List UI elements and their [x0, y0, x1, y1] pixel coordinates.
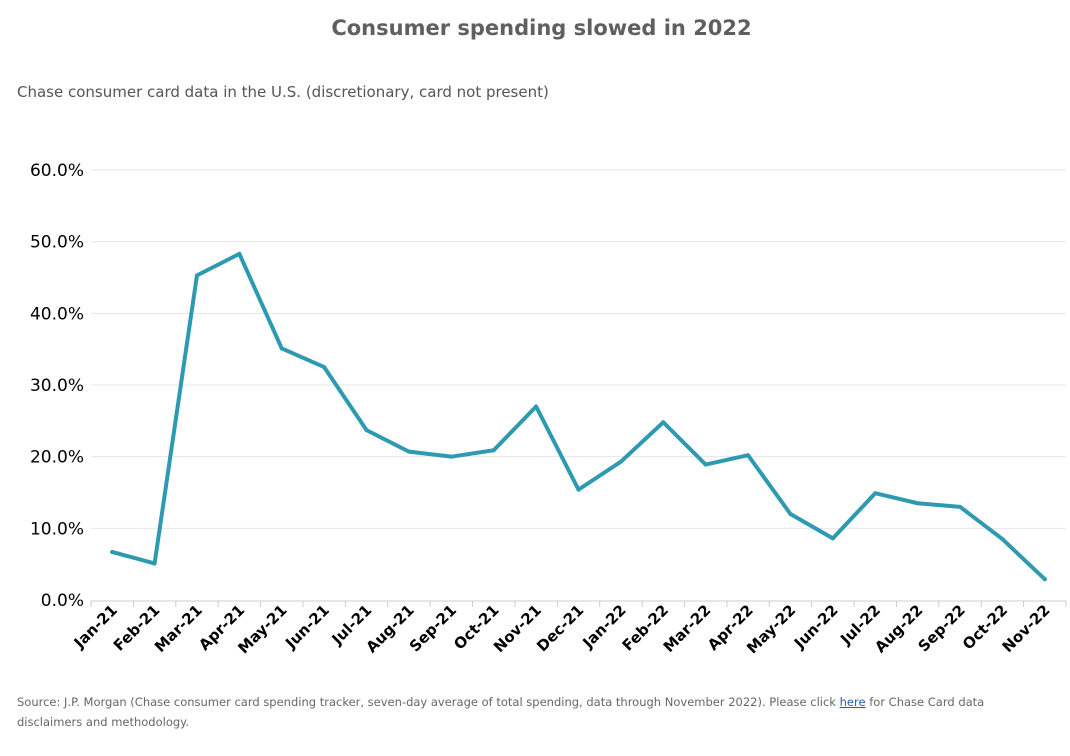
data-point: [194, 273, 199, 278]
chart-subtitle: Chase consumer card data in the U.S. (di…: [17, 83, 549, 101]
data-point: [491, 448, 496, 453]
data-point: [618, 459, 623, 464]
data-point: [279, 346, 284, 351]
data-point: [830, 536, 835, 541]
y-tick-label: 0.0%: [41, 591, 84, 611]
data-point: [152, 561, 157, 566]
data-point: [364, 428, 369, 433]
y-tick-label: 50.0%: [30, 233, 84, 253]
data-point: [406, 449, 411, 454]
data-point: [788, 512, 793, 516]
x-tick-label: Mar-21: [151, 601, 206, 656]
data-point: [703, 462, 708, 467]
data-point: [449, 454, 454, 459]
data-point: [1000, 537, 1005, 542]
data-point: [1042, 577, 1047, 582]
data-point: [110, 549, 115, 554]
x-tick-label: Jun-21: [281, 601, 333, 653]
x-tick-label: Nov-22: [999, 601, 1054, 656]
chart-title: Consumer spending slowed in 2022: [331, 16, 752, 40]
series-line: [110, 251, 1047, 582]
line-chart: 0.0%10.0%20.0%30.0%40.0%50.0%60.0%Jan-21…: [30, 161, 1067, 657]
data-point: [746, 453, 751, 458]
data-point: [661, 420, 666, 425]
x-tick-label: Sep-21: [406, 601, 460, 655]
source-text-end: for Chase Card data disclaimers and meth…: [17, 695, 985, 729]
y-tick-label: 40.0%: [30, 304, 84, 324]
x-tick-label: Mar-22: [660, 601, 715, 656]
y-tick-label: 20.0%: [30, 448, 84, 468]
x-tick-label: Sep-22: [915, 601, 969, 655]
x-tick-label: Jun-22: [790, 601, 842, 653]
x-tick-label: Nov-21: [490, 601, 545, 656]
data-point: [958, 504, 963, 509]
y-tick-label: 60.0%: [30, 161, 84, 181]
source-text: Source: J.P. Morgan (Chase consumer card…: [17, 695, 840, 709]
y-tick-label: 30.0%: [30, 376, 84, 396]
data-point: [534, 404, 539, 409]
data-point: [915, 501, 920, 506]
y-tick-label: 10.0%: [30, 519, 84, 539]
data-point: [322, 365, 327, 370]
source-note: Source: J.P. Morgan (Chase consumer card…: [17, 692, 1017, 732]
disclaimer-link[interactable]: here: [839, 695, 866, 709]
data-point: [873, 491, 878, 496]
data-point: [576, 487, 581, 492]
x-tick-label: Dec-21: [533, 601, 587, 655]
data-point: [237, 251, 242, 256]
